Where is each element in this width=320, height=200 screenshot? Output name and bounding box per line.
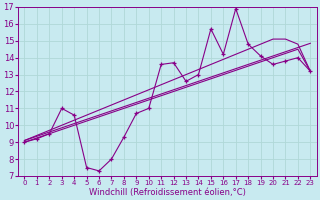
X-axis label: Windchill (Refroidissement éolien,°C): Windchill (Refroidissement éolien,°C) xyxy=(89,188,246,197)
